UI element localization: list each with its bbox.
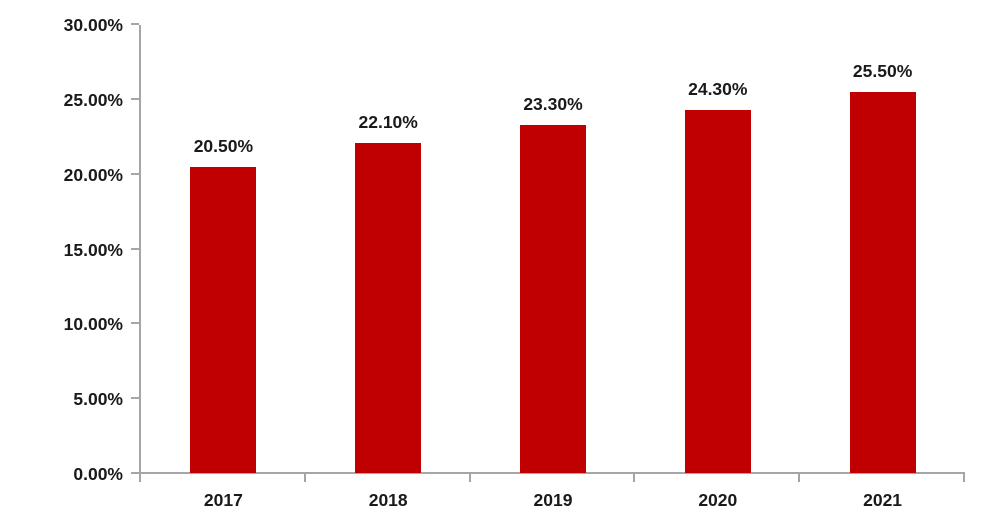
- y-axis-tick-label: 25.00%: [63, 89, 123, 110]
- x-axis-tick: [468, 474, 471, 482]
- x-axis-tick: [633, 474, 636, 482]
- y-axis-tick: [131, 322, 139, 325]
- x-axis-line: [139, 472, 965, 474]
- x-axis-category-label: 2020: [698, 490, 738, 510]
- y-axis-line: [139, 25, 141, 474]
- bar-value-label: 23.30%: [523, 94, 583, 115]
- bar-value-label: 20.50%: [193, 136, 254, 157]
- x-axis-category-label: 2021: [863, 490, 903, 510]
- y-axis-tick-label: 20.00%: [63, 164, 123, 185]
- y-axis-tick: [131, 472, 139, 474]
- x-axis-tick: [303, 474, 306, 482]
- x-axis-tick: [963, 474, 965, 482]
- y-axis-tick-label: 15.00%: [63, 239, 123, 260]
- y-axis-tick-label: 5.00%: [73, 389, 123, 410]
- x-axis-category-label: 2017: [203, 490, 243, 510]
- x-axis-category-label: 2018: [368, 490, 408, 510]
- bar-2020: [684, 110, 751, 473]
- y-axis-tick-label: 30.00%: [63, 15, 123, 35]
- y-axis-tick-label: 0.00%: [73, 464, 123, 484]
- y-axis-tick-label: 10.00%: [63, 314, 123, 335]
- y-axis-tick: [131, 172, 139, 175]
- y-axis-tick: [131, 23, 139, 25]
- x-axis-tick: [798, 474, 801, 482]
- x-axis-category-label: 2019: [533, 490, 573, 510]
- bar-value-label: 24.30%: [688, 79, 748, 100]
- bar-2021: [849, 92, 916, 473]
- x-axis-tick: [139, 474, 141, 482]
- bar-2017: [190, 167, 257, 473]
- y-axis-tick: [131, 247, 139, 250]
- bar-2018: [355, 143, 422, 473]
- bar-2019: [520, 125, 586, 473]
- y-axis-tick: [131, 397, 139, 400]
- bar-value-label: 22.10%: [358, 112, 418, 133]
- bar-value-label: 25.50%: [852, 61, 913, 82]
- y-axis-tick: [131, 97, 139, 100]
